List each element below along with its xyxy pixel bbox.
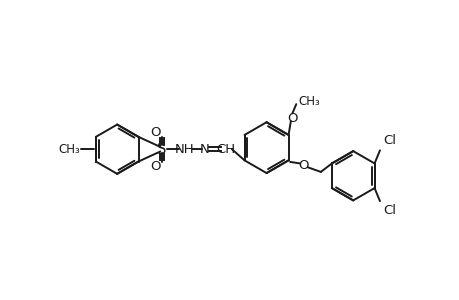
Text: N: N [200, 143, 209, 156]
Text: CH₃: CH₃ [298, 94, 319, 108]
Text: Cl: Cl [382, 134, 395, 147]
Text: O: O [298, 159, 308, 172]
Text: S: S [157, 142, 166, 157]
Text: O: O [150, 160, 161, 172]
Text: NH: NH [175, 143, 194, 156]
Text: CH: CH [216, 143, 235, 156]
Text: O: O [286, 112, 297, 124]
Text: O: O [150, 126, 161, 139]
Text: Cl: Cl [382, 204, 395, 217]
Text: CH₃: CH₃ [58, 143, 79, 156]
